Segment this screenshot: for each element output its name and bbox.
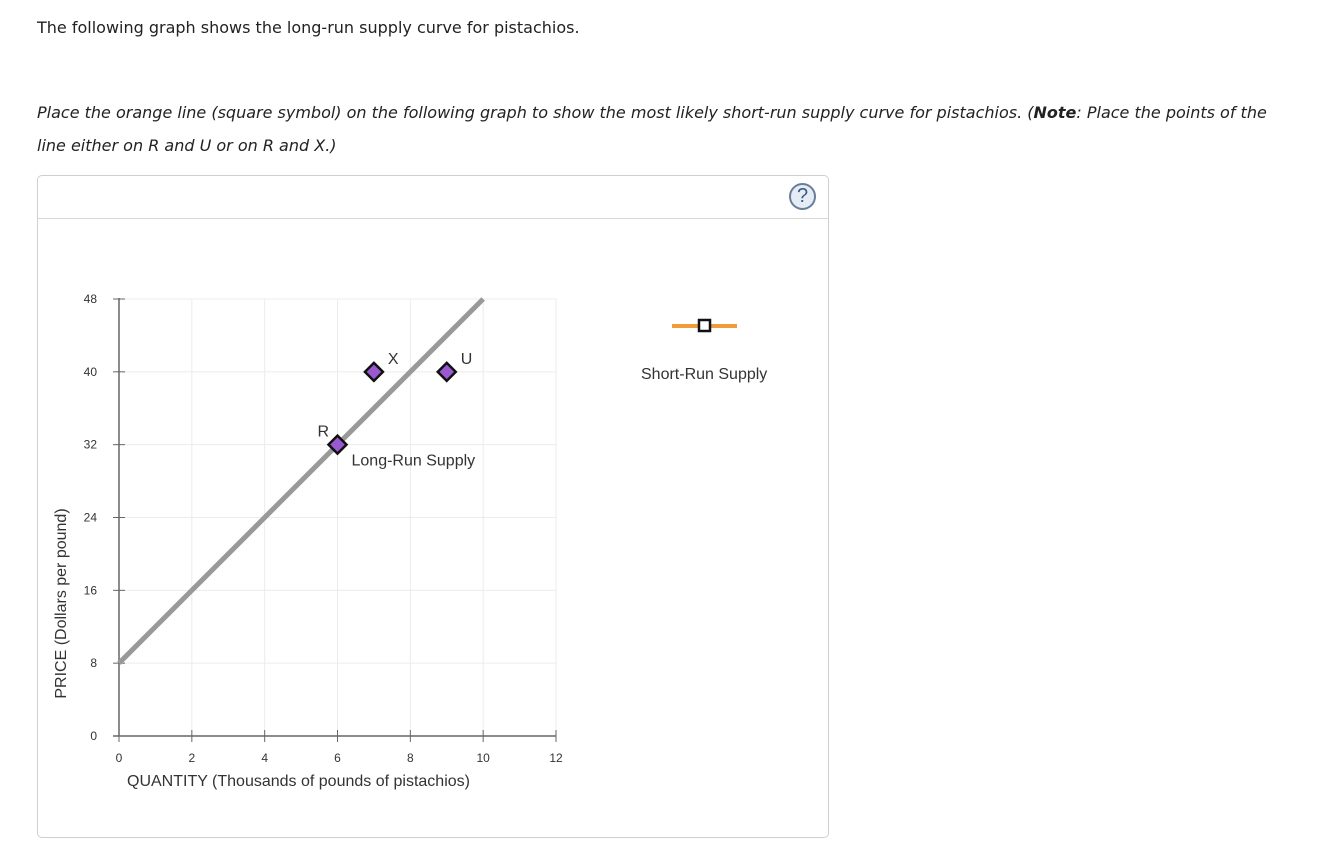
y-tick-label: 40 <box>84 365 98 379</box>
legend-short-run-supply-label: Short-Run Supply <box>641 366 768 383</box>
x-tick-label: 8 <box>407 751 414 765</box>
long-run-supply-label: Long-Run Supply <box>352 453 476 470</box>
x-tick-label: 10 <box>476 751 490 765</box>
instruction-part2: : Place the points of the line either on… <box>37 103 1267 155</box>
point-label-u: U <box>461 351 473 368</box>
graph-panel: ? 0 8 16 24 32 40 48 0 2 4 6 8 10 12 QUANTITY (Thousan… <box>37 175 829 838</box>
long-run-supply-line[interactable] <box>117 297 485 665</box>
intro-text: The following graph shows the long-run s… <box>37 18 580 37</box>
instruction-text: Place the orange line (square symbol) on… <box>37 96 1287 162</box>
point-label-x: X <box>388 351 399 368</box>
x-tick-label: 0 <box>116 751 123 765</box>
panel-header: ? <box>38 176 828 219</box>
help-icon[interactable]: ? <box>789 183 816 210</box>
y-tick-label: 32 <box>84 438 98 452</box>
x-tick-label: 4 <box>261 751 268 765</box>
y-tick-label: 8 <box>90 656 97 670</box>
instruction-part1: Place the orange line (square symbol) on… <box>37 103 1034 122</box>
y-tick-label: 0 <box>90 729 97 743</box>
point-r-diamond[interactable] <box>326 433 349 456</box>
note-label: Note <box>1033 103 1077 122</box>
y-tick-label: 24 <box>84 511 98 525</box>
x-tick-label: 12 <box>549 751 563 765</box>
y-tick-label: 16 <box>84 583 98 597</box>
y-axis-title: PRICE (Dollars per pound) <box>53 508 70 698</box>
point-x-diamond[interactable] <box>363 361 385 383</box>
square-icon[interactable] <box>697 318 712 333</box>
x-axis-title: QUANTITY (Thousands of pounds of pistach… <box>127 773 470 790</box>
x-tick-label: 6 <box>334 751 341 765</box>
x-tick-label: 2 <box>188 751 195 765</box>
point-u-diamond[interactable] <box>435 361 458 383</box>
y-tick-label: 48 <box>84 292 98 306</box>
point-label-r: R <box>318 424 330 441</box>
